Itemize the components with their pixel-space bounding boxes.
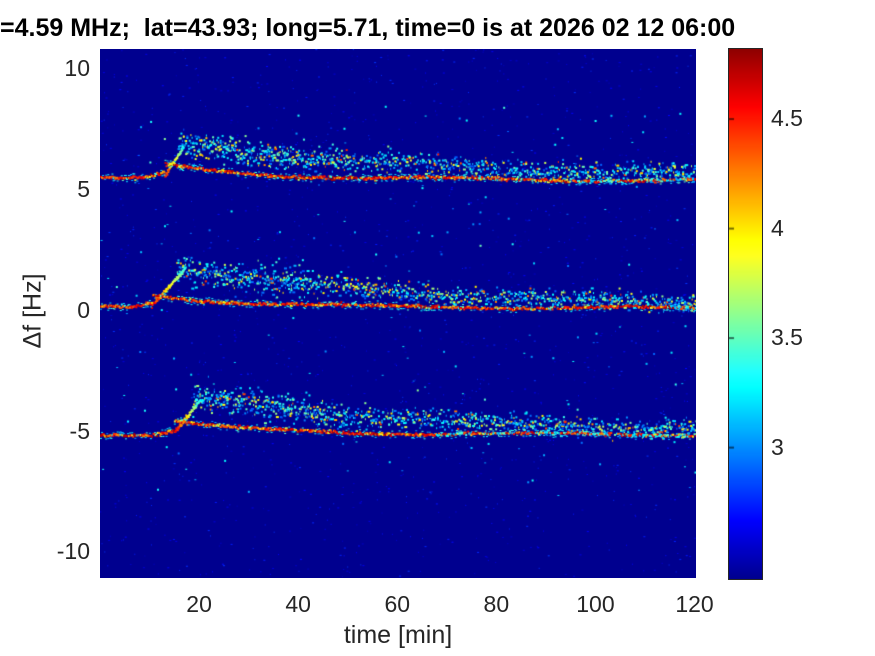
y-axis-label: Δf [Hz] bbox=[18, 273, 47, 349]
x-tick-label: 100 bbox=[576, 591, 615, 617]
y-tick-label: 10 bbox=[64, 55, 90, 82]
y-tick-label: 0 bbox=[77, 296, 90, 323]
colorbar-tick-label: 4 bbox=[771, 214, 784, 241]
colorbar bbox=[728, 48, 763, 580]
doppler-spectrogram-heatmap bbox=[100, 49, 696, 578]
x-tick-label: 20 bbox=[186, 591, 212, 617]
colorbar-tick-label: 3.5 bbox=[771, 324, 803, 351]
y-tick-label: -10 bbox=[56, 538, 90, 565]
colorbar-tick-label: 3 bbox=[771, 433, 784, 460]
x-axis-label: time [min] bbox=[343, 621, 453, 649]
x-tick-label: 40 bbox=[285, 591, 311, 617]
y-tick-label: -5 bbox=[69, 417, 90, 444]
x-tick-label: 120 bbox=[675, 591, 714, 617]
colorbar-tick-label: 4.5 bbox=[771, 105, 803, 132]
x-tick-label: 60 bbox=[384, 591, 411, 617]
figure-title: =4.59 MHz; lat=43.93; long=5.71, time=0 … bbox=[0, 14, 736, 42]
x-tick-label: 80 bbox=[483, 591, 510, 617]
y-tick-label: 5 bbox=[77, 176, 90, 203]
